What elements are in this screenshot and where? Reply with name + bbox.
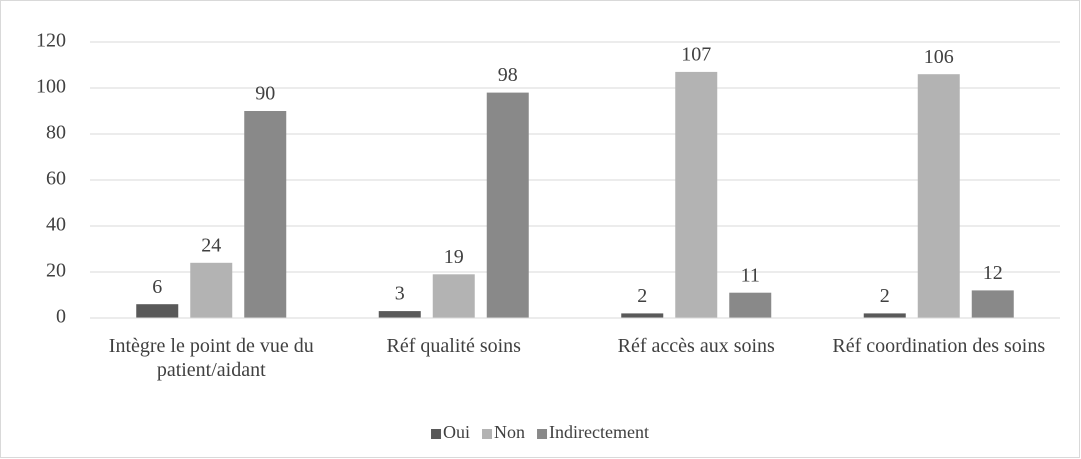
x-tick-label-box: Réf coordination des soins: [832, 335, 1046, 357]
y-tick-label: 0: [56, 306, 66, 328]
y-tick-label: 80: [46, 122, 66, 144]
x-tick-label: Réf accès aux soins: [617, 335, 775, 357]
bar: [190, 262, 233, 318]
data-label: 19: [444, 246, 464, 268]
y-tick-label: 40: [46, 214, 66, 236]
bar: [863, 313, 906, 318]
data-label: 2: [880, 285, 890, 307]
data-label: 24: [201, 234, 221, 256]
legend-label: Oui: [443, 422, 470, 442]
x-tick-label: Intègre le point de vue du patient/aidan…: [108, 335, 314, 381]
bar: [917, 74, 960, 318]
x-tick-label-box: Réf accès aux soins: [617, 335, 775, 357]
y-tick-label: 120: [36, 30, 66, 52]
data-label: 106: [924, 46, 954, 68]
data-label: 11: [741, 264, 760, 286]
x-tick-label: Réf qualité soins: [386, 335, 521, 357]
bar: [432, 274, 475, 318]
y-tick-label: 100: [36, 76, 66, 98]
y-tick-label: 60: [46, 168, 66, 190]
legend-swatch: [431, 429, 442, 439]
bar: [378, 311, 421, 318]
legend: Oui Non Indirectement: [431, 422, 649, 442]
data-label: 2: [637, 285, 647, 307]
x-tick-label-box: Réf qualité soins: [386, 335, 521, 357]
legend-swatch: [537, 429, 548, 439]
data-label: 107: [681, 43, 711, 65]
legend-swatch: [482, 429, 493, 439]
legend-label: Non: [494, 422, 525, 442]
legend-label: Indirectement: [549, 422, 649, 442]
bar: [244, 111, 287, 318]
x-tick-label-box: Intègre le point de vue du patient/aidan…: [108, 335, 314, 381]
bar: [729, 292, 772, 318]
bar: [621, 313, 664, 318]
bar: [486, 92, 529, 318]
data-label: 98: [498, 64, 518, 86]
x-tick-label: Réf coordination des soins: [832, 335, 1046, 357]
data-label: 6: [152, 276, 162, 298]
bar: [675, 71, 718, 319]
y-tick-label: 20: [46, 260, 66, 282]
bar: [971, 290, 1014, 318]
data-label: 12: [983, 262, 1003, 284]
data-label: 90: [255, 83, 275, 105]
data-label: 3: [395, 283, 405, 305]
bar: [136, 304, 179, 318]
